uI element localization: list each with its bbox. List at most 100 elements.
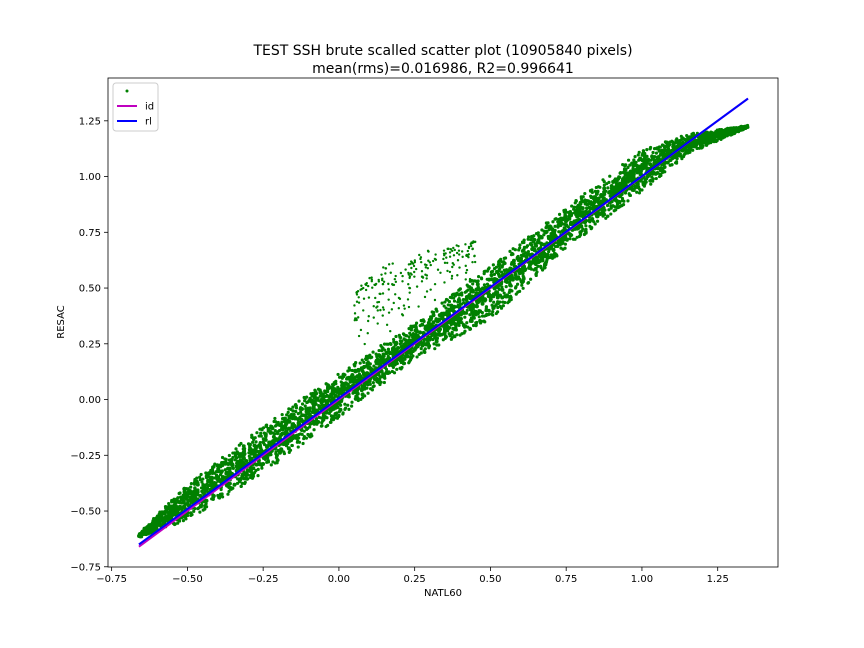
scatter-point — [407, 327, 411, 331]
scatter-point — [657, 174, 662, 179]
scatter-point — [601, 178, 605, 182]
scatter-point — [181, 519, 185, 523]
scatter-point — [425, 290, 429, 293]
scatter-point — [605, 182, 609, 186]
scatter-point — [241, 446, 246, 451]
scatter-point — [308, 425, 312, 429]
scatter-point — [451, 265, 454, 269]
scatter-point — [364, 380, 369, 385]
scatter-point — [566, 231, 571, 236]
scatter-point — [350, 400, 354, 404]
scatter-point — [423, 263, 427, 266]
scatter-point — [391, 262, 394, 265]
scatter-point — [387, 288, 390, 291]
scatter-point — [229, 461, 234, 466]
scatter-point — [672, 141, 677, 145]
scatter-point — [229, 457, 234, 462]
scatter-point — [617, 199, 622, 204]
scatter-point — [366, 365, 371, 370]
scatter-point — [432, 342, 436, 346]
scatter-point — [381, 282, 385, 286]
scatter-point — [182, 486, 186, 490]
scatter-point — [500, 295, 505, 300]
scatter-point — [309, 398, 314, 403]
scatter-point — [608, 174, 612, 178]
scatter-point — [651, 150, 655, 155]
scatter-point — [407, 335, 411, 339]
scatter-point — [279, 447, 284, 452]
scatter-point — [670, 139, 674, 143]
scatter-point — [609, 186, 614, 191]
scatter-point — [452, 254, 456, 257]
scatter-point — [404, 268, 407, 271]
scatter-point — [406, 298, 410, 301]
scatter-point — [364, 288, 368, 292]
scatter-point — [434, 307, 438, 312]
scatter-point — [638, 188, 642, 192]
y-tick-label: −0.50 — [70, 507, 101, 518]
scatter-point — [361, 392, 365, 396]
scatter-point — [357, 376, 362, 381]
scatter-point — [363, 342, 366, 346]
scatter-point — [465, 321, 469, 325]
scatter-point — [231, 451, 235, 455]
scatter-point — [401, 280, 404, 283]
scatter-point — [158, 510, 162, 514]
scatter-point — [277, 428, 282, 433]
scatter-point — [319, 393, 324, 398]
scatter-point — [247, 442, 252, 447]
scatter-point — [319, 424, 324, 428]
scatter-point — [357, 316, 360, 319]
scatter-point — [306, 400, 310, 404]
scatter-point — [444, 252, 447, 255]
scatter-point — [262, 437, 267, 442]
scatter-point — [645, 154, 649, 158]
scatter-point — [387, 298, 390, 301]
scatter-point — [609, 204, 614, 209]
scatter-point — [624, 163, 628, 167]
scatter-point — [450, 296, 454, 300]
x-tick-label: 0.25 — [404, 574, 426, 585]
scatter-point — [681, 136, 685, 140]
scatter-point — [216, 467, 221, 472]
scatter-point — [574, 199, 578, 203]
scatter-point — [427, 259, 430, 262]
scatter-point — [340, 381, 345, 386]
scatter-point — [687, 135, 692, 140]
scatter-point — [548, 224, 552, 228]
scatter-point — [377, 280, 381, 283]
scatter-point — [449, 248, 453, 251]
scatter-point — [371, 381, 375, 385]
scatter-point — [521, 276, 526, 281]
scatter-point — [624, 171, 629, 176]
scatter-point — [385, 357, 390, 362]
scatter-point — [282, 419, 287, 424]
scatter-point — [397, 333, 401, 337]
scatter-point — [220, 474, 225, 479]
scatter-point — [430, 332, 435, 337]
scatter-point — [232, 482, 237, 487]
scatter-point — [468, 326, 472, 331]
scatter-point — [587, 218, 592, 223]
scatter-point — [542, 242, 547, 247]
scatter-point — [368, 356, 373, 360]
scatter-point — [253, 470, 257, 475]
x-tick-label: −0.50 — [172, 574, 203, 585]
scatter-point — [354, 317, 357, 320]
scatter-point — [552, 231, 557, 236]
scatter-point — [423, 326, 428, 331]
scatter-point — [200, 480, 204, 484]
scatter-point — [670, 163, 674, 167]
scatter-point — [401, 274, 404, 278]
scatter-point — [447, 312, 452, 317]
scatter-point — [463, 315, 467, 319]
scatter-point — [710, 131, 715, 136]
scatter-point — [339, 403, 343, 407]
scatter-point — [544, 229, 549, 234]
scatter-point — [362, 360, 366, 364]
scatter-point — [429, 263, 432, 267]
x-tick-label: 0.75 — [555, 574, 577, 585]
scatter-point — [487, 266, 491, 270]
scatter-point — [489, 277, 494, 282]
scatter-point — [312, 422, 316, 426]
